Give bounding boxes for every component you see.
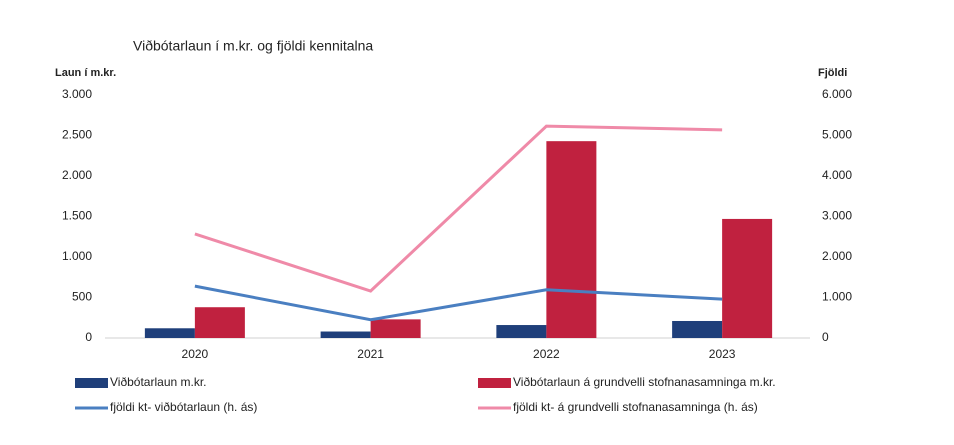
y-tick-label: 2.000 xyxy=(62,168,92,182)
bar xyxy=(672,320,723,338)
y-tick-label: 0 xyxy=(85,330,92,344)
y2-tick-label: 5.000 xyxy=(822,128,852,142)
bar xyxy=(370,319,421,338)
chart-title: Viðbótarlaun í m.kr. og fjöldi kennitaln… xyxy=(133,38,373,54)
y-tick-label: 500 xyxy=(72,290,92,304)
y-tick-label: 1.500 xyxy=(62,209,92,223)
x-tick-label: 2020 xyxy=(182,347,209,361)
y2-axis-label: Fjöldi xyxy=(818,67,847,79)
bar xyxy=(194,307,245,338)
y2-tick-label: 0 xyxy=(822,330,829,344)
y-tick-label: 2.500 xyxy=(62,128,92,142)
legend-swatch xyxy=(478,378,511,388)
y2-tick-label: 4.000 xyxy=(822,168,852,182)
y-axis-label: Laun í m.kr. xyxy=(55,67,116,79)
y-tick-label: 1.000 xyxy=(62,249,92,263)
x-tick-label: 2021 xyxy=(357,347,384,361)
y2-tick-label: 1.000 xyxy=(822,290,852,304)
legend-label: Viðbótarlaun á grundvelli stofnanasamnin… xyxy=(513,375,776,389)
x-tick-label: 2023 xyxy=(709,347,736,361)
bar xyxy=(546,141,597,338)
y2-tick-label: 2.000 xyxy=(822,249,852,263)
legend-label: Viðbótarlaun m.kr. xyxy=(110,375,207,389)
legend-label: fjöldi kt- viðbótarlaun (h. ás) xyxy=(110,400,257,414)
line xyxy=(194,124,723,293)
x-tick-label: 2022 xyxy=(533,347,560,361)
legend-swatch xyxy=(75,378,108,388)
y-tick-label: 3.000 xyxy=(62,87,92,101)
line xyxy=(194,284,723,322)
bar xyxy=(144,328,195,338)
legend-label: fjöldi kt- á grundvelli stofnanasamninga… xyxy=(513,400,758,414)
y2-tick-label: 6.000 xyxy=(822,87,852,101)
bar xyxy=(320,331,371,338)
bar xyxy=(496,325,547,338)
bar xyxy=(722,218,773,338)
y2-tick-label: 3.000 xyxy=(822,209,852,223)
